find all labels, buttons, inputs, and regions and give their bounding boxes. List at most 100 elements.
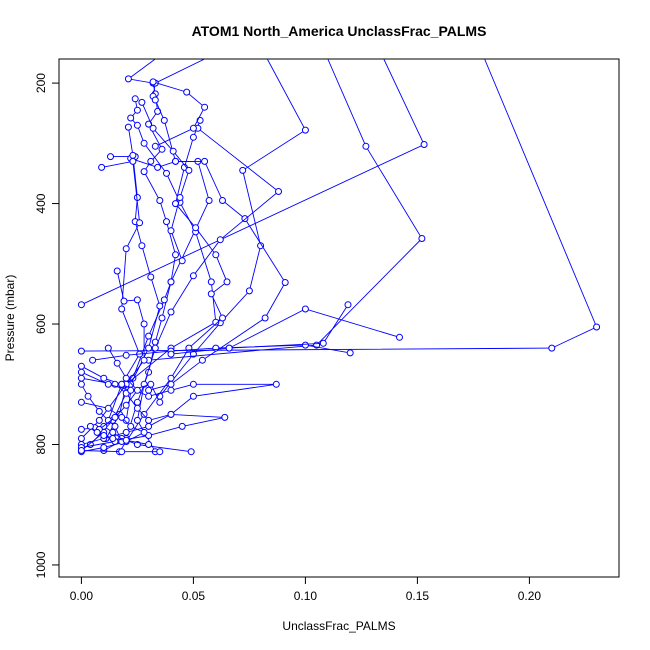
- data-point: [122, 436, 130, 444]
- x-tick-label: 0.05: [182, 589, 206, 603]
- data-point: [396, 333, 403, 341]
- data-point: [151, 142, 159, 150]
- data-point: [149, 78, 157, 86]
- data-point: [178, 422, 186, 430]
- data-point: [198, 356, 206, 364]
- data-point: [145, 386, 153, 394]
- data-point: [127, 422, 135, 430]
- y-tick-label: 400: [34, 193, 48, 213]
- y-axis-label: Pressure (mbar): [3, 275, 17, 362]
- data-point: [113, 359, 121, 367]
- data-point: [201, 103, 209, 111]
- data-point: [154, 163, 162, 171]
- y-tick-label: 1000: [34, 551, 48, 578]
- x-tick-label: 0.00: [70, 589, 94, 603]
- data-point: [104, 404, 112, 412]
- data-point: [167, 227, 175, 235]
- data-point: [158, 145, 166, 153]
- data-point: [187, 448, 195, 456]
- series-line: [81, 59, 425, 306]
- data-point: [145, 344, 153, 352]
- y-tick-label: 200: [34, 73, 48, 93]
- data-point: [77, 347, 85, 355]
- data-point: [344, 301, 352, 309]
- data-point: [111, 413, 119, 421]
- data-point: [261, 314, 269, 322]
- data-point: [124, 123, 132, 131]
- data-point: [183, 88, 191, 96]
- data-point: [120, 297, 128, 305]
- data-point: [548, 344, 556, 352]
- data-point: [77, 435, 85, 442]
- data-point: [167, 410, 175, 418]
- data-point: [133, 398, 141, 406]
- data-point: [160, 296, 168, 304]
- data-point: [362, 142, 370, 150]
- data-point: [84, 392, 92, 400]
- data-point: [122, 245, 130, 253]
- data-point: [346, 349, 354, 357]
- data-point: [131, 95, 139, 103]
- data-point: [100, 444, 108, 451]
- data-point: [593, 323, 601, 331]
- chart-title: ATOM1 North_America UnclassFrac_PALMS: [192, 23, 487, 39]
- data-point: [122, 428, 130, 436]
- data-point: [109, 435, 117, 442]
- data-point: [205, 197, 213, 204]
- data-point: [178, 257, 186, 265]
- data-point: [136, 219, 144, 227]
- data-point: [221, 413, 229, 421]
- data-point: [163, 169, 170, 177]
- data-point: [281, 279, 289, 286]
- data-point: [189, 133, 197, 141]
- data-point: [138, 242, 146, 250]
- data-point: [127, 386, 135, 394]
- data-point: [167, 386, 175, 394]
- data-point: [118, 448, 126, 456]
- data-point: [239, 166, 247, 174]
- data-point: [223, 278, 231, 286]
- data-point: [122, 374, 130, 382]
- data-point: [133, 386, 141, 394]
- data-point: [140, 356, 148, 364]
- data-point: [151, 344, 159, 352]
- data-point: [189, 392, 197, 400]
- data-point: [100, 432, 108, 439]
- data-point: [95, 416, 103, 424]
- data-point: [140, 428, 148, 436]
- data-point: [156, 398, 164, 406]
- data-point: [145, 392, 153, 400]
- data-point: [77, 380, 85, 388]
- data-point: [219, 197, 226, 204]
- data-point: [133, 296, 141, 304]
- data-point: [145, 416, 153, 424]
- data-point: [145, 441, 153, 448]
- data-point: [77, 301, 85, 309]
- data-point: [149, 124, 157, 132]
- data-point: [98, 163, 106, 171]
- data-point: [301, 341, 309, 349]
- data-point: [245, 287, 253, 295]
- data-point: [147, 273, 155, 281]
- data-point: [138, 98, 146, 106]
- y-tick-label: 800: [34, 434, 48, 454]
- data-point: [122, 351, 130, 359]
- x-tick-label: 0.15: [406, 589, 430, 603]
- data-point: [107, 153, 114, 161]
- series-line: [81, 59, 598, 352]
- data-point: [127, 114, 135, 122]
- data-point: [77, 398, 85, 406]
- data-point: [89, 356, 97, 364]
- data-point: [176, 194, 184, 201]
- data-point: [140, 320, 148, 328]
- data-point: [189, 272, 197, 280]
- data-point: [77, 374, 85, 382]
- data-point: [207, 290, 215, 298]
- x-tick-label: 0.20: [518, 589, 542, 603]
- data-point: [122, 401, 130, 409]
- data-point: [145, 422, 153, 430]
- x-axis-label: UnclassFrac_PALMS: [282, 619, 395, 633]
- data-point: [156, 302, 164, 310]
- series-line: [229, 304, 349, 349]
